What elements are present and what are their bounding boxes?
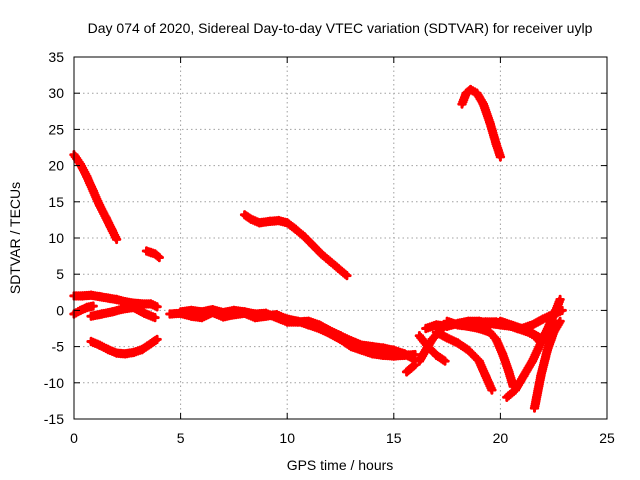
y-tick-label: 5 xyxy=(56,266,64,282)
y-axis-label: SDTVAR / TECUs xyxy=(7,182,23,294)
data-point-marker xyxy=(152,302,162,312)
series-arc-13 xyxy=(414,331,450,366)
y-tick-label: 30 xyxy=(48,85,64,101)
series-arc-19 xyxy=(529,316,565,413)
data-point-marker xyxy=(111,234,122,245)
data-point-marker xyxy=(150,312,160,323)
y-tick-label: 0 xyxy=(56,302,64,318)
series-arc-7 xyxy=(86,302,160,323)
x-tick-label: 0 xyxy=(70,430,78,446)
axis-ticks: 0 5 10 15 20 25 -15 -10 -5 0 5 10 15 20 25 30 35 xyxy=(44,49,615,446)
series-arc-1 xyxy=(69,150,122,245)
x-tick-label: 10 xyxy=(279,430,295,446)
series-arc-11 xyxy=(401,360,420,377)
y-tick-label: -10 xyxy=(44,375,64,391)
y-tick-label: 15 xyxy=(48,194,64,210)
x-tick-label: 15 xyxy=(386,430,402,446)
data-point-marker xyxy=(495,152,506,162)
y-tick-label: 10 xyxy=(48,230,64,246)
chart-title: Day 074 of 2020, Sidereal Day-to-day VTE… xyxy=(88,20,593,36)
data-point-marker xyxy=(440,356,450,366)
y-tick-label: 20 xyxy=(48,158,64,174)
data-point-marker xyxy=(342,270,352,281)
series-arc-15 xyxy=(431,327,497,395)
y-tick-label: -5 xyxy=(52,339,65,355)
data-series xyxy=(69,84,567,413)
data-point-marker xyxy=(152,334,162,345)
series-arc-20 xyxy=(495,305,567,334)
series-arc-2 xyxy=(141,246,164,263)
y-tick-label: -15 xyxy=(44,411,64,427)
data-point-marker xyxy=(487,385,497,395)
y-tick-label: 35 xyxy=(48,49,64,65)
data-point-marker xyxy=(557,305,567,316)
x-tick-label: 20 xyxy=(493,430,509,446)
series-arc-5 xyxy=(69,290,162,312)
series-arc-8 xyxy=(86,334,162,359)
data-point-marker xyxy=(154,252,164,263)
data-point-marker xyxy=(555,316,565,326)
data-point-marker xyxy=(555,294,565,305)
series-arc-4 xyxy=(457,84,506,162)
series-arc-10 xyxy=(175,305,420,365)
y-tick-label: 25 xyxy=(48,121,64,137)
data-point-marker xyxy=(410,360,420,370)
series-arc-3 xyxy=(239,210,352,281)
x-axis-label: GPS time / hours xyxy=(287,457,394,473)
data-point-marker xyxy=(88,301,98,311)
x-tick-label: 25 xyxy=(599,430,615,446)
x-tick-label: 5 xyxy=(177,430,185,446)
